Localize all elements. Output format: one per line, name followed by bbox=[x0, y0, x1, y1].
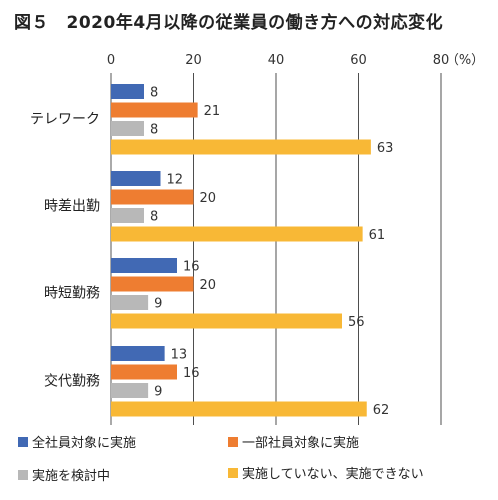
bar bbox=[111, 364, 177, 380]
bar bbox=[111, 258, 177, 273]
bar bbox=[111, 226, 363, 242]
bar bbox=[111, 171, 161, 186]
data-label: 20 bbox=[200, 191, 217, 206]
bar bbox=[111, 346, 165, 361]
x-tick-label: 80 bbox=[433, 53, 450, 68]
legend-label: 実施していない、実施できない bbox=[242, 467, 424, 482]
bar bbox=[111, 313, 342, 329]
bar bbox=[111, 383, 149, 398]
legend-label: 実施を検討中 bbox=[32, 469, 111, 484]
data-label: 62 bbox=[373, 403, 390, 418]
legend-label: 一部社員対象に実施 bbox=[242, 436, 360, 451]
data-label: 20 bbox=[200, 278, 217, 293]
category-label: 時差出勤 bbox=[44, 198, 100, 214]
category-label: 時短勤務 bbox=[44, 285, 100, 301]
data-label: 56 bbox=[348, 315, 365, 330]
bar bbox=[111, 208, 144, 223]
data-label: 9 bbox=[154, 385, 162, 400]
legend-swatch bbox=[18, 436, 28, 447]
bar bbox=[111, 401, 367, 417]
bar bbox=[111, 189, 194, 205]
data-label: 63 bbox=[377, 141, 394, 156]
legend-item-all-staff: 全社員対象に実施 bbox=[18, 432, 136, 451]
x-tick-label: 0 bbox=[107, 53, 115, 68]
legend-swatch bbox=[228, 436, 238, 447]
data-label: 12 bbox=[167, 173, 184, 188]
bar bbox=[111, 121, 144, 136]
legend-label: 全社員対象に実施 bbox=[32, 436, 137, 451]
chart-title: 図５ 2020年4月以降の従業員の働き方への対応変化 bbox=[14, 13, 444, 33]
legend-swatch bbox=[18, 469, 28, 480]
data-label: 16 bbox=[183, 366, 200, 381]
data-label: 9 bbox=[154, 297, 162, 312]
data-label: 8 bbox=[150, 210, 158, 225]
x-axis-unit: （%） bbox=[446, 53, 484, 68]
data-label: 61 bbox=[369, 228, 386, 243]
bar bbox=[111, 276, 194, 292]
x-tick-label: 60 bbox=[350, 53, 367, 68]
legend-swatch bbox=[228, 467, 238, 478]
x-tick-label: 40 bbox=[268, 53, 285, 68]
data-label: 8 bbox=[150, 86, 158, 101]
legend-item-not-implemented: 実施していない、実施できない bbox=[228, 463, 424, 482]
data-label: 8 bbox=[150, 123, 158, 138]
bar bbox=[111, 84, 144, 99]
legend-item-considering: 実施を検討中 bbox=[18, 465, 110, 484]
legend-item-some-staff: 一部社員対象に実施 bbox=[228, 432, 359, 451]
data-label: 13 bbox=[171, 348, 188, 363]
x-tick-label: 20 bbox=[185, 53, 202, 68]
bar bbox=[111, 295, 149, 310]
data-label: 21 bbox=[204, 104, 221, 119]
data-label: 16 bbox=[183, 260, 200, 275]
bar bbox=[111, 139, 371, 155]
category-label: テレワーク bbox=[30, 111, 100, 127]
category-label: 交代勤務 bbox=[44, 372, 100, 389]
bar bbox=[111, 102, 198, 118]
